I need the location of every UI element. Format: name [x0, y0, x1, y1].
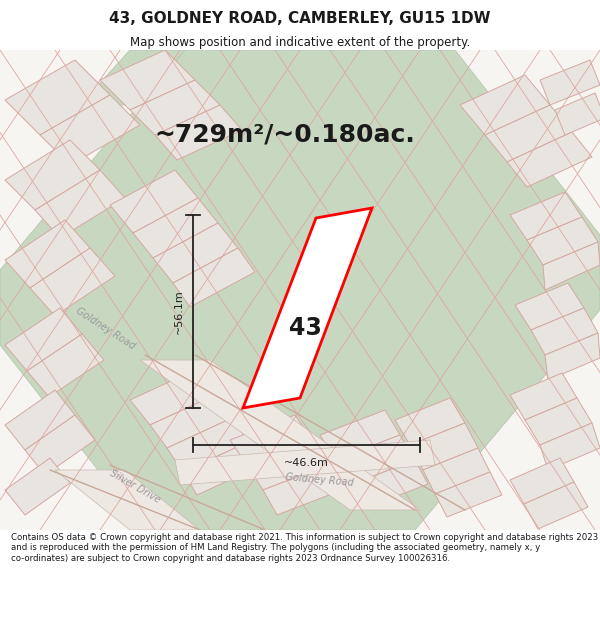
Polygon shape — [40, 95, 140, 165]
Polygon shape — [510, 458, 574, 504]
Polygon shape — [515, 283, 584, 330]
Polygon shape — [80, 50, 185, 105]
Polygon shape — [485, 105, 572, 162]
Polygon shape — [543, 242, 600, 290]
Polygon shape — [130, 80, 220, 135]
Polygon shape — [320, 410, 400, 460]
Text: Goldney Road: Goldney Road — [74, 305, 136, 351]
Text: 43, GOLDNEY ROAD, CAMBERLEY, GU15 1DW: 43, GOLDNEY ROAD, CAMBERLEY, GU15 1DW — [109, 11, 491, 26]
Polygon shape — [350, 460, 428, 509]
Polygon shape — [27, 334, 104, 397]
Polygon shape — [545, 333, 600, 380]
Polygon shape — [435, 472, 502, 517]
Polygon shape — [183, 442, 262, 495]
Text: Contains OS data © Crown copyright and database right 2021. This information is : Contains OS data © Crown copyright and d… — [11, 533, 598, 562]
Text: Map shows position and indicative extent of the property.: Map shows position and indicative extent… — [130, 36, 470, 49]
Text: ~56.1m: ~56.1m — [174, 289, 184, 334]
Polygon shape — [263, 465, 342, 515]
Polygon shape — [100, 50, 195, 110]
Text: ~729m²/~0.180ac.: ~729m²/~0.180ac. — [155, 123, 415, 147]
Text: ~46.6m: ~46.6m — [284, 458, 329, 468]
Polygon shape — [55, 470, 200, 530]
Text: Goldney Road: Goldney Road — [286, 472, 355, 488]
Polygon shape — [110, 170, 198, 233]
Polygon shape — [410, 423, 478, 470]
Polygon shape — [531, 308, 598, 355]
Polygon shape — [247, 440, 328, 490]
Polygon shape — [0, 50, 600, 530]
Polygon shape — [540, 60, 600, 105]
Polygon shape — [525, 398, 592, 445]
Polygon shape — [555, 93, 600, 135]
Polygon shape — [230, 415, 312, 465]
Polygon shape — [510, 192, 582, 240]
Polygon shape — [5, 60, 110, 135]
Polygon shape — [175, 440, 435, 485]
Polygon shape — [25, 415, 95, 475]
Text: 43: 43 — [289, 316, 322, 340]
Polygon shape — [423, 448, 490, 494]
Polygon shape — [155, 105, 242, 160]
Polygon shape — [395, 398, 465, 445]
Polygon shape — [0, 50, 600, 530]
Polygon shape — [173, 248, 255, 307]
Polygon shape — [507, 132, 592, 187]
Polygon shape — [5, 308, 82, 371]
Polygon shape — [5, 220, 90, 288]
Polygon shape — [510, 373, 577, 420]
Polygon shape — [527, 217, 598, 265]
Polygon shape — [153, 223, 238, 283]
Polygon shape — [5, 390, 75, 450]
Polygon shape — [35, 170, 125, 238]
Polygon shape — [5, 458, 70, 515]
Polygon shape — [150, 395, 232, 448]
Text: Silver Drive: Silver Drive — [108, 469, 162, 506]
Polygon shape — [5, 140, 100, 210]
Polygon shape — [243, 208, 372, 408]
Polygon shape — [133, 198, 218, 258]
Polygon shape — [130, 370, 215, 425]
Polygon shape — [524, 482, 588, 529]
Polygon shape — [460, 75, 550, 135]
Polygon shape — [335, 435, 415, 485]
Polygon shape — [167, 418, 248, 472]
Polygon shape — [140, 360, 420, 510]
Polygon shape — [540, 423, 600, 470]
Polygon shape — [30, 248, 115, 316]
